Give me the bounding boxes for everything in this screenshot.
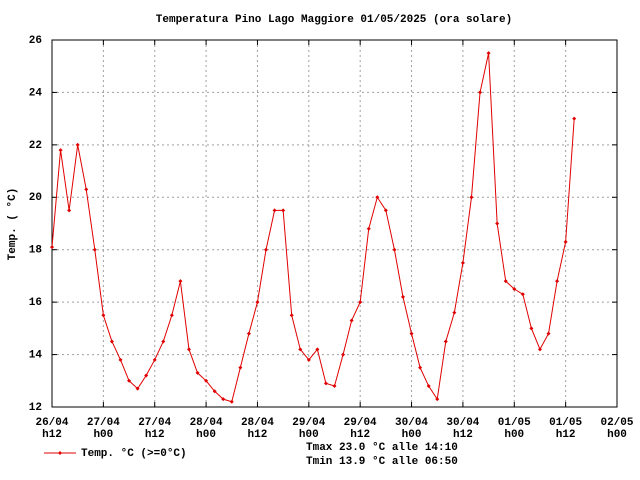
legend-label: Temp. °C (>=0°C) — [81, 448, 187, 460]
x-tick-label: 30/04 h12 — [446, 417, 480, 441]
point — [101, 313, 106, 318]
point — [246, 331, 251, 336]
point — [298, 347, 303, 352]
point — [400, 294, 405, 299]
point — [478, 90, 483, 95]
y-tick-label: 14 — [29, 349, 43, 361]
x-tick-label: 01/05 h00 — [497, 417, 531, 441]
point — [529, 326, 534, 331]
point — [152, 357, 157, 362]
point — [418, 365, 423, 370]
point — [503, 279, 508, 284]
point — [512, 287, 517, 292]
point — [84, 187, 89, 192]
plot-frame — [51, 39, 618, 408]
point — [186, 347, 191, 352]
point — [118, 357, 123, 362]
x-tick-label: 26/04 h12 — [35, 417, 69, 441]
point — [127, 378, 132, 383]
x-tick-label: 01/05 h12 — [549, 417, 583, 441]
point — [281, 208, 286, 213]
y-tick-label: 26 — [29, 35, 42, 47]
line — [51, 53, 575, 403]
point — [75, 142, 80, 147]
point — [358, 300, 363, 305]
point — [572, 116, 577, 121]
point — [452, 310, 457, 315]
point — [486, 51, 491, 56]
x-tick-label: 29/04 h00 — [292, 417, 326, 441]
point — [212, 389, 217, 394]
y-tick-label: 22 — [29, 140, 42, 152]
point — [409, 331, 414, 336]
point — [520, 292, 525, 297]
y-axis-label: Temp. ( °C) — [7, 188, 19, 261]
point — [169, 313, 174, 318]
point — [229, 399, 234, 404]
point — [375, 195, 380, 200]
point — [383, 208, 388, 213]
x-tick-label: 27/04 h00 — [86, 417, 120, 441]
y-tick-label: 12 — [29, 402, 42, 414]
point — [50, 245, 54, 250]
point — [204, 378, 209, 383]
point — [563, 239, 568, 244]
annotation: Tmax 23.0 °C alle 14:10 — [306, 442, 458, 454]
x-tick-label: 27/04 h12 — [138, 417, 172, 441]
point — [537, 347, 542, 352]
x-tick-label: 28/04 h12 — [240, 417, 274, 441]
point — [443, 339, 448, 344]
chart-title: Temperatura Pino Lago Maggiore 01/05/202… — [156, 14, 512, 26]
point — [426, 384, 431, 389]
point — [315, 347, 320, 352]
point — [67, 208, 72, 213]
x-tick-label: 28/04 h00 — [189, 417, 223, 441]
point — [272, 208, 277, 213]
x-tick-label: 02/05 h00 — [600, 417, 634, 441]
point — [195, 370, 200, 375]
point — [255, 300, 260, 305]
point — [144, 373, 149, 378]
y-tick-label: 16 — [29, 297, 42, 309]
x-tick-label: 29/04 h12 — [343, 417, 377, 441]
point — [366, 226, 371, 231]
y-tick-label: 18 — [29, 245, 43, 257]
point — [289, 313, 294, 318]
y-tick-label: 24 — [29, 87, 43, 99]
point — [221, 397, 226, 402]
point — [178, 279, 183, 284]
legend-marker — [58, 451, 62, 455]
x-tick-label: 30/04 h00 — [395, 417, 429, 441]
point — [109, 339, 114, 344]
point — [546, 331, 551, 336]
annotation: Tmin 13.9 °C alle 06:50 — [306, 456, 458, 468]
point — [469, 195, 474, 200]
point — [392, 247, 397, 252]
point — [161, 339, 166, 344]
point — [435, 397, 440, 402]
point — [306, 357, 311, 362]
point — [58, 148, 63, 153]
point — [323, 381, 328, 386]
point — [332, 384, 337, 389]
point — [92, 247, 97, 252]
point — [349, 318, 354, 323]
point — [495, 221, 500, 226]
point — [460, 260, 465, 265]
y-tick-label: 20 — [29, 192, 42, 204]
point — [238, 365, 243, 370]
point — [341, 352, 346, 357]
point — [555, 279, 560, 284]
point — [135, 386, 140, 391]
point — [264, 247, 269, 252]
